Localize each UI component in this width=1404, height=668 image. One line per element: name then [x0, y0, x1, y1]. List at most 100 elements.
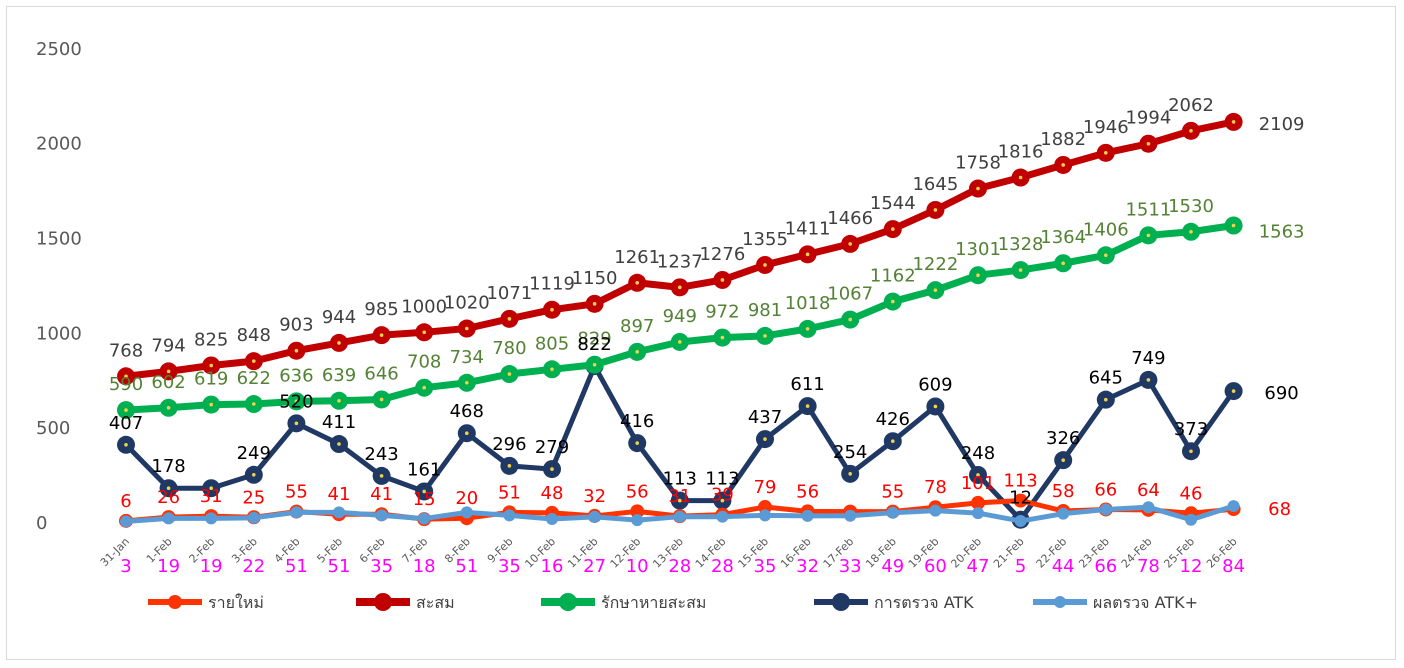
data-label: 3 — [120, 556, 131, 577]
data-point — [1014, 515, 1027, 528]
data-point-center — [678, 285, 682, 290]
data-point-center — [1061, 163, 1065, 167]
data-point-center — [891, 299, 895, 304]
data-point-center — [124, 408, 128, 412]
data-point-center — [1061, 458, 1065, 462]
data-label: 780 — [492, 338, 526, 359]
data-label: 35 — [754, 556, 777, 577]
data-label: 19 — [200, 556, 223, 577]
data-point — [205, 512, 218, 525]
data-label: 101 — [961, 473, 995, 494]
data-label: 897 — [620, 316, 654, 337]
data-point-center — [891, 439, 895, 443]
data-label: 468 — [450, 401, 484, 422]
data-label: 1563 — [1259, 221, 1305, 242]
data-point-center — [124, 374, 128, 379]
data-point-center — [337, 341, 341, 345]
data-point — [673, 510, 686, 523]
data-point-center — [1018, 268, 1023, 272]
data-label: 39 — [711, 485, 734, 506]
y-tick-label: 500 — [36, 418, 70, 439]
data-label: 1882 — [1040, 129, 1086, 150]
data-point-center — [1104, 151, 1108, 155]
data-label: 248 — [961, 443, 995, 464]
data-label: 1994 — [1125, 108, 1171, 129]
data-label: 636 — [279, 365, 313, 386]
data-label: 161 — [407, 459, 441, 480]
data-point — [1142, 501, 1155, 514]
data-label: 1301 — [955, 239, 1001, 260]
data-label: 645 — [1089, 368, 1123, 389]
data-point — [929, 504, 942, 517]
legend-marker — [168, 595, 182, 609]
data-label: 5 — [1015, 556, 1026, 577]
data-label: 27 — [583, 556, 606, 577]
data-label: 590 — [109, 374, 143, 395]
data-label: 944 — [322, 307, 356, 328]
data-point-center — [209, 402, 213, 407]
data-point-center — [1231, 120, 1236, 124]
data-point-center — [805, 404, 810, 408]
data-point — [1057, 507, 1070, 520]
data-point-center — [592, 362, 597, 367]
data-label: 58 — [1052, 481, 1075, 502]
data-label: 903 — [279, 315, 313, 336]
data-label: 825 — [194, 329, 228, 350]
data-point — [844, 509, 857, 522]
data-point-center — [976, 186, 980, 191]
data-point-center — [507, 317, 512, 321]
data-point — [1185, 513, 1197, 526]
y-tick-label: 1000 — [36, 323, 82, 344]
data-label: 1018 — [785, 293, 831, 314]
data-label: 279 — [535, 437, 569, 458]
data-point-center — [635, 280, 639, 285]
legend-label: รายใหม่ — [208, 593, 264, 612]
data-label: 49 — [881, 556, 904, 577]
data-label: 1544 — [870, 193, 916, 214]
data-point-center — [763, 437, 767, 441]
data-label: 16 — [541, 556, 564, 577]
data-label: 794 — [151, 335, 185, 356]
data-point-center — [1189, 449, 1193, 454]
data-point-center — [465, 380, 469, 385]
data-label: 35 — [498, 556, 521, 577]
data-label: 19 — [157, 556, 180, 577]
data-point-center — [1146, 378, 1151, 382]
data-label: 1364 — [1040, 227, 1086, 248]
data-label: 1071 — [486, 283, 532, 304]
data-point-center — [1146, 233, 1151, 238]
data-label: 113 — [663, 469, 697, 490]
legend-label: การตรวจ ATK — [874, 593, 974, 612]
data-point-center — [1104, 253, 1108, 258]
data-label: 1020 — [444, 293, 490, 314]
data-label: 18 — [413, 556, 436, 577]
data-label: 1758 — [955, 153, 1001, 174]
data-label: 10 — [626, 556, 649, 577]
data-label: 1645 — [912, 174, 958, 195]
data-point-center — [166, 369, 171, 374]
data-point-center — [337, 442, 341, 446]
data-label: 78 — [924, 477, 947, 498]
data-label: 32 — [796, 556, 819, 577]
data-point — [162, 512, 175, 525]
data-label: 22 — [242, 556, 265, 577]
data-label: 51 — [498, 482, 521, 503]
legend-label: ผลตรวจ ATK+ — [1093, 593, 1198, 612]
data-point — [375, 509, 388, 522]
data-label: 64 — [1137, 480, 1160, 501]
data-point-center — [550, 307, 554, 312]
data-label: 51 — [455, 556, 478, 577]
data-label: 829 — [577, 329, 611, 350]
data-point-center — [252, 472, 256, 477]
data-label: 33 — [839, 556, 862, 577]
data-label: 51 — [285, 556, 308, 577]
data-label: 768 — [109, 340, 143, 361]
data-label: 1000 — [401, 296, 447, 317]
data-point-center — [933, 208, 938, 212]
data-label: 46 — [1180, 483, 1203, 504]
data-label: 35 — [370, 556, 393, 577]
data-label: 12 — [1180, 556, 1203, 577]
data-point-center — [720, 278, 725, 282]
data-point — [971, 495, 985, 510]
